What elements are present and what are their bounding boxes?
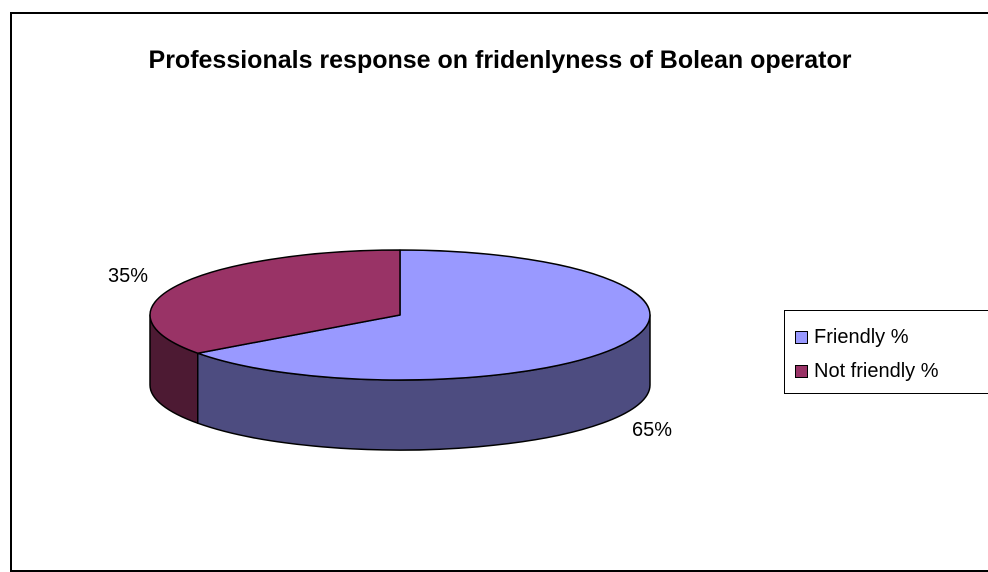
- legend-swatch-friendly: [795, 330, 808, 344]
- chart-title: Professionals response on fridenlyness o…: [148, 46, 852, 74]
- legend-item-not-friendly: Not friendly %: [795, 358, 939, 384]
- data-label-0: 65%: [632, 419, 672, 441]
- legend-swatch-not-friendly: [795, 364, 808, 378]
- pie-slice-0: [197, 249, 651, 381]
- legend-label-not-friendly: Not friendly %: [814, 359, 939, 382]
- legend-label-friendly: Friendly %: [814, 325, 909, 348]
- legend-item-friendly: Friendly %: [795, 324, 908, 350]
- pie-slice-1: [149, 249, 401, 354]
- legend: Friendly % Not friendly %: [784, 310, 988, 394]
- pie-chart: 65% 35%: [108, 249, 672, 451]
- data-label-1: 35%: [108, 265, 148, 287]
